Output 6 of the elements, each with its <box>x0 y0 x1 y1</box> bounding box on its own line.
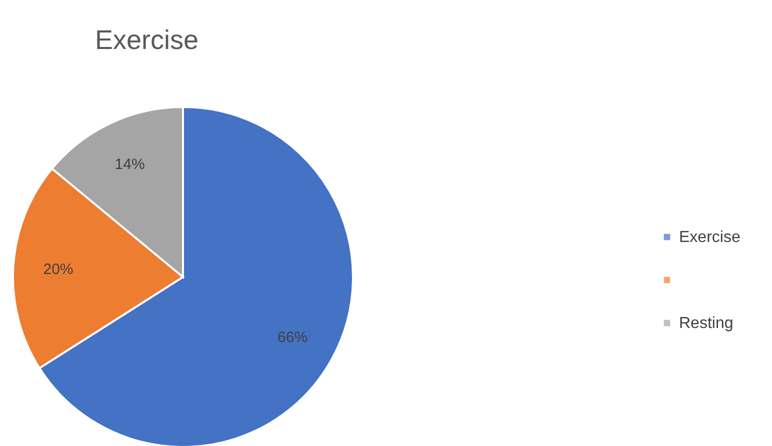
data-label: 20% <box>43 261 74 278</box>
legend-label: Exercise <box>679 229 740 246</box>
data-label: 14% <box>114 156 145 173</box>
data-label: 66% <box>278 329 308 346</box>
chart-title: Exercise <box>95 25 199 55</box>
legend-label: Resting <box>679 315 734 332</box>
